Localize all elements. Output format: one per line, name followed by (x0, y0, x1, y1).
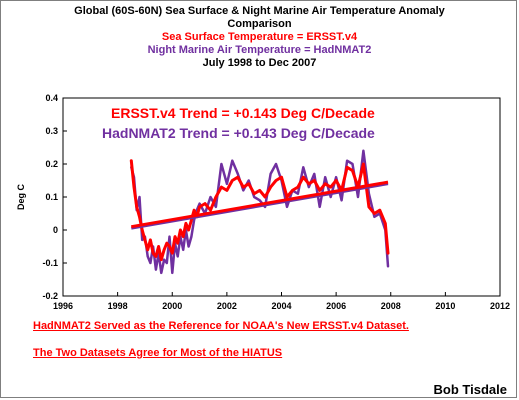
series-line-ersst (129, 159, 390, 262)
x-tick-label: 2002 (217, 301, 237, 311)
x-tick-label: 2000 (162, 301, 182, 311)
author-credit: Bob Tisdale (433, 382, 507, 397)
trend-line-ersst (131, 180, 389, 229)
y-tick-label: -0.1 (42, 258, 58, 268)
y-tick-label: 0.3 (45, 126, 58, 136)
annotations: ERSST.v4 Trend = +0.143 Deg C/Decade HadN… (102, 105, 375, 141)
x-tick-label: 2010 (435, 301, 455, 311)
note-reference: HadNMAT2 Served as the Reference for NOA… (33, 320, 409, 332)
axes: -0.2 -0.1 0 0.1 0.2 0.3 0.4 1996 1998 2000 2002 200… (16, 93, 510, 311)
note-hiatus: The Two Datasets Agree for Most of the H… (33, 347, 283, 359)
y-tick-label: 0 (53, 225, 58, 235)
series-layer (129, 149, 390, 275)
chart-date-range: July 1998 to Dec 2007 (202, 57, 317, 69)
x-tick-label: 2012 (490, 301, 510, 311)
x-tick-label: 1998 (108, 301, 128, 311)
y-tick-label: -0.2 (42, 291, 58, 301)
chart-subtitle-ersst: Sea Surface Temperature = ERSST.v4 (161, 31, 358, 43)
chart-subtitle-hadnmat: Night Marine Air Temperature = HadNMAT2 (147, 44, 372, 56)
y-tick-label: 0.2 (45, 159, 58, 169)
chart-title-line-1: Global (60S-60N) Sea Surface & Night Mar… (74, 5, 445, 17)
x-tick-label: 2008 (381, 301, 401, 311)
trend-annotation: ERSST.v4 Trend = +0.143 Deg C/Decade (111, 105, 375, 121)
chart-title-line-2: Comparison (227, 18, 292, 30)
y-axis-label: Deg C (16, 184, 26, 211)
x-tick-label: 2004 (271, 301, 291, 311)
x-tick-label: 2006 (326, 301, 346, 311)
x-tick-label: 1996 (53, 301, 73, 311)
y-tick-label: 0.1 (45, 192, 58, 202)
y-tick-label: 0.4 (45, 93, 58, 103)
trend-annotation: HadNMAT2 Trend = +0.143 Deg C/Decade (102, 125, 375, 141)
